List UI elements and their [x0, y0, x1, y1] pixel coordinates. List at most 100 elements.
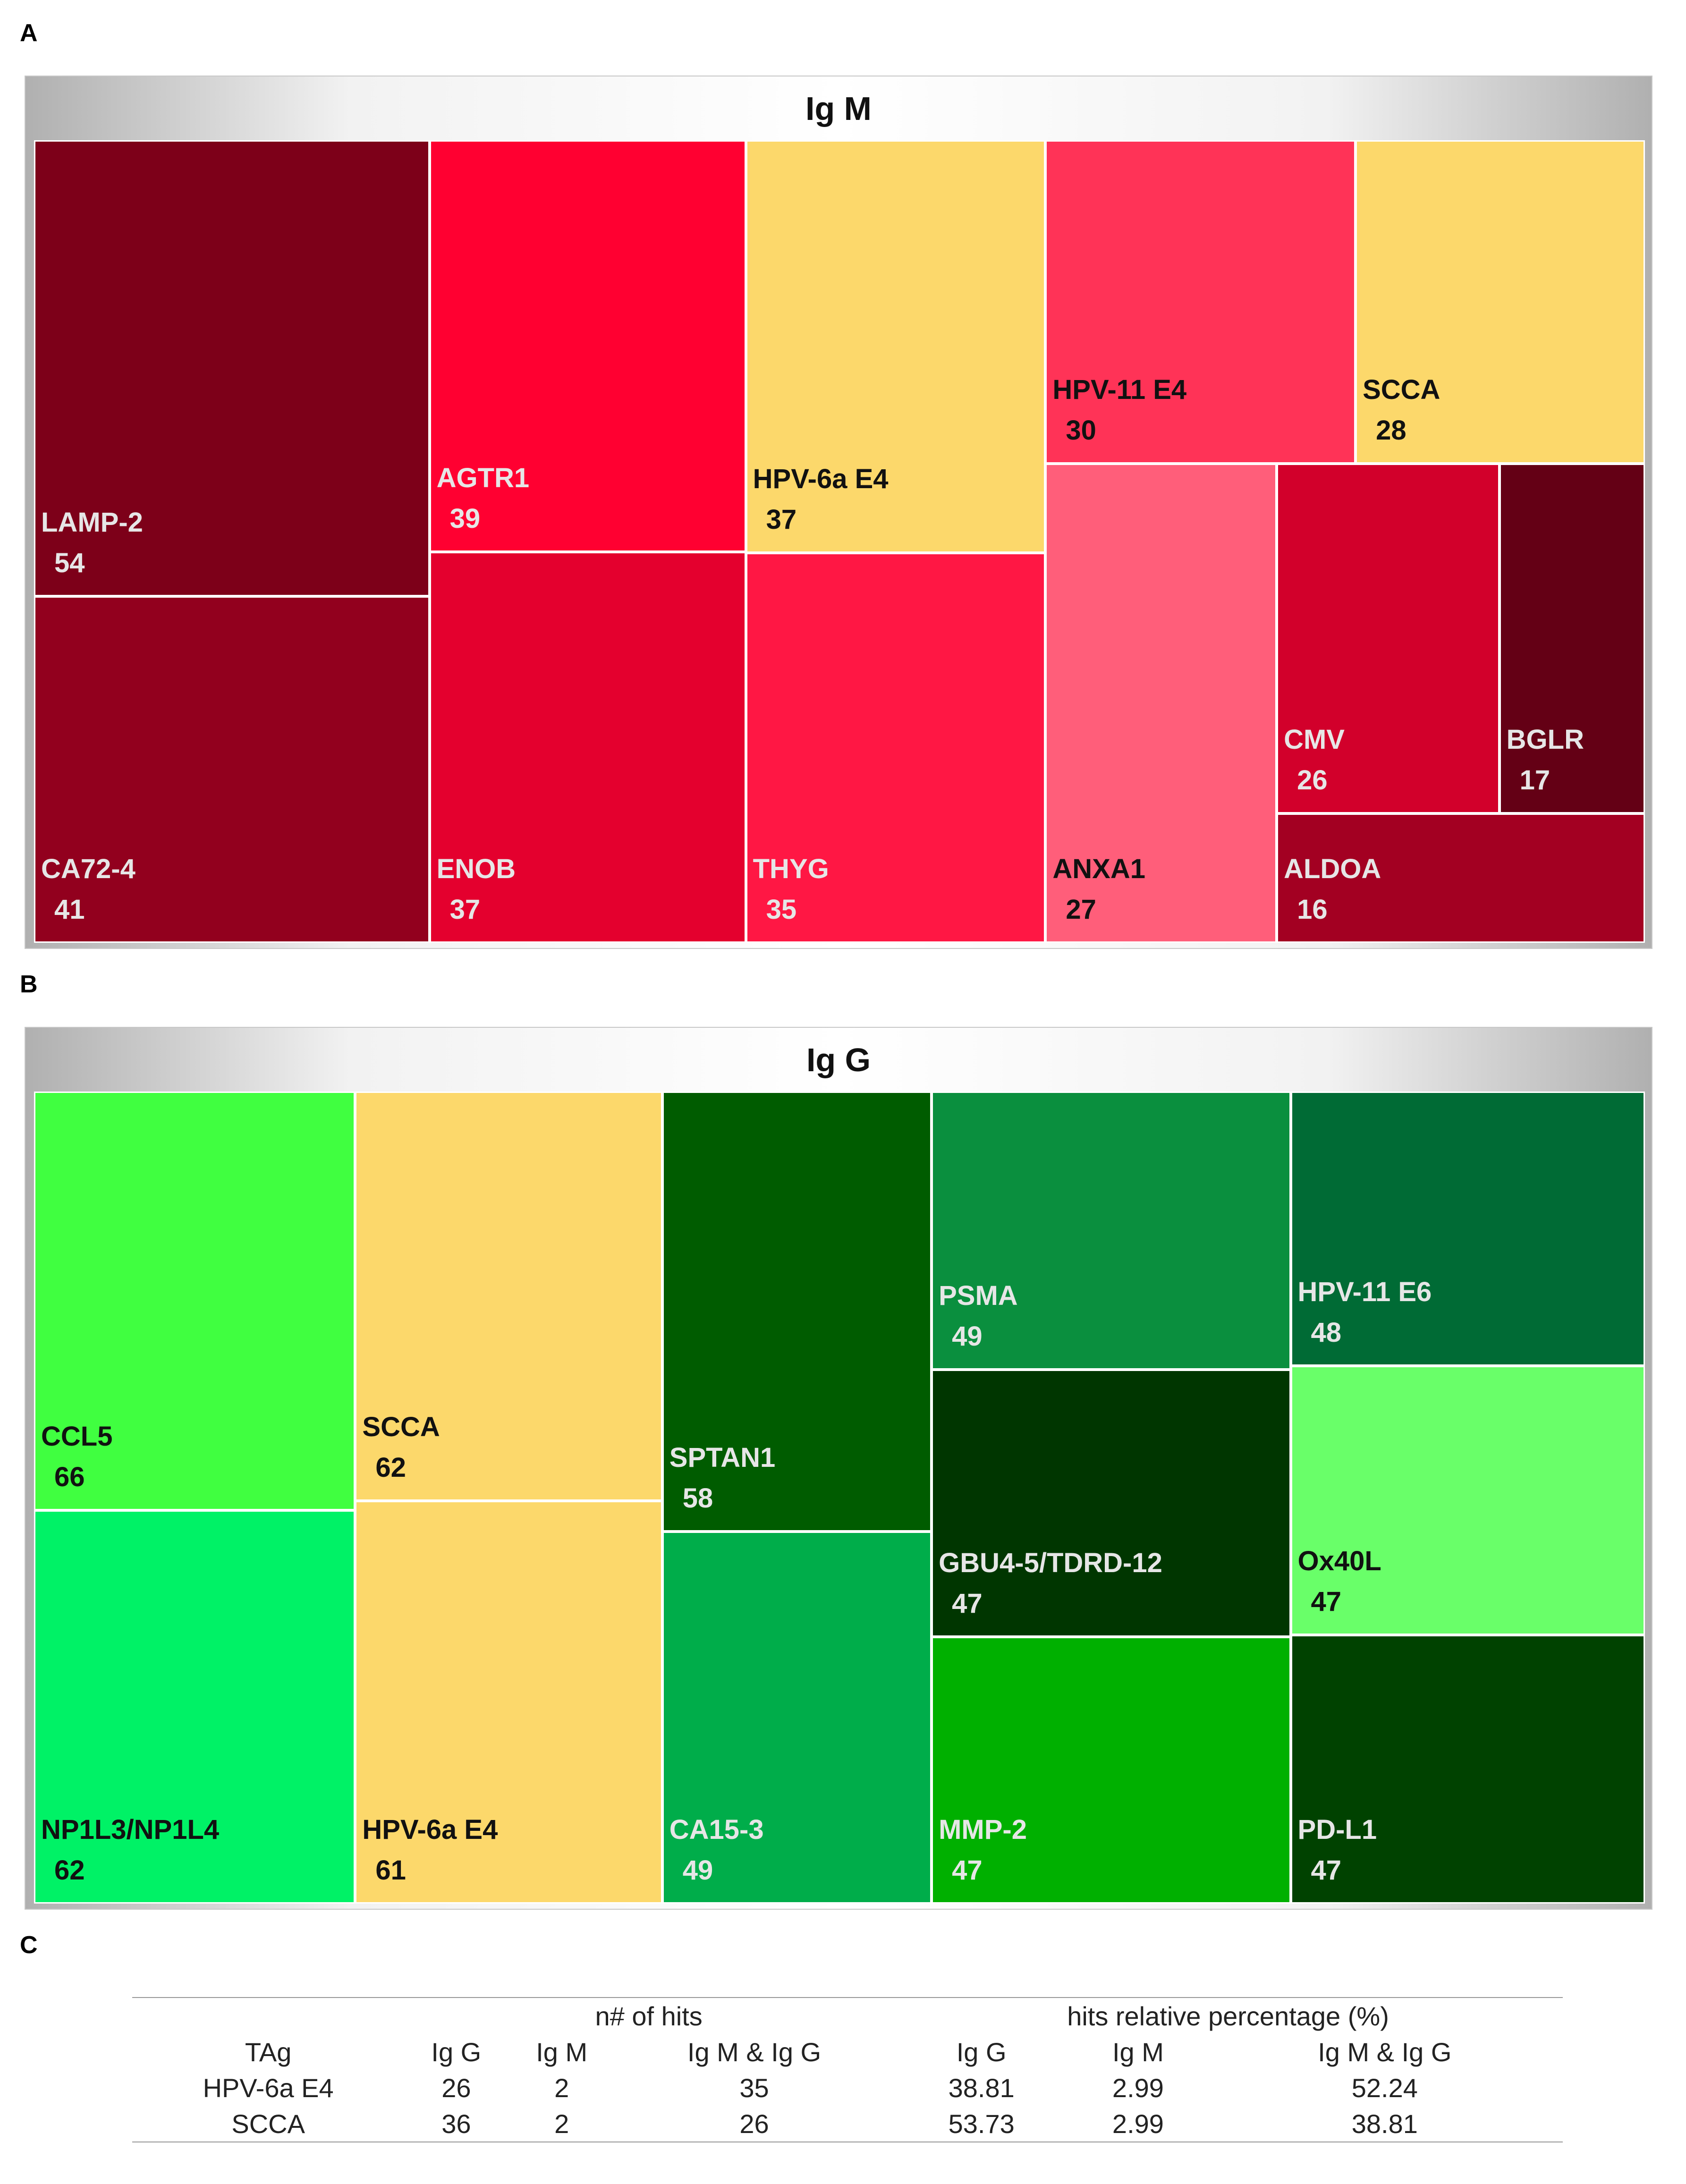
treemap-tile-agtr1: AGTR1 39 [429, 140, 746, 552]
treemap-tile-value: 47 [1311, 1854, 1342, 1886]
treemap-tile-value: 49 [682, 1854, 713, 1886]
treemap-tile-value: 61 [375, 1854, 406, 1886]
treemap-tile-bglr: BGLR 17 [1499, 463, 1645, 813]
treemap-tile-value: 27 [1066, 894, 1096, 925]
treemap-tile-label: AGTR1 [436, 463, 530, 494]
table-cell: 2 [554, 2073, 569, 2103]
treemap-tile-value: 66 [54, 1461, 85, 1492]
hits-summary-table: n# of hits hits relative percentage (%) … [132, 1997, 1563, 2142]
table-cell: 38.81 [1206, 2106, 1563, 2142]
table-group-header: n# of hits [404, 1997, 894, 2034]
treemap-tile-gbu4-5-tdrd-12: GBU4-5/TDRD-12 47 [932, 1370, 1291, 1637]
treemap-tile-hpv-11-e6: HPV-11 E6 48 [1290, 1092, 1645, 1366]
igm-treemap: LAMP-2 54 CA72-4 41 AGTR1 39 ENOB 37 HPV-6a E4 37… [34, 140, 1645, 943]
treemap-tile-label: NP1L3/NP1L4 [41, 1814, 220, 1845]
treemap-tile-ccl5: CCL5 66 [34, 1092, 356, 1510]
treemap-tile-value: 26 [1297, 764, 1328, 796]
igg-treemap-frame: Ig G CCL5 66 NP1L3/NP1L4 62 SCCA 62 HPV-6a E4 6… [25, 1027, 1652, 1910]
table-column-header: Ig G [431, 2037, 482, 2067]
treemap-tile-hpv-11-e4: HPV-11 E4 30 [1045, 140, 1356, 464]
treemap-tile-label: HPV-11 E4 [1052, 374, 1187, 405]
table-cell: 36 [404, 2106, 508, 2142]
table-column-header: Ig G [956, 2037, 1007, 2067]
treemap-tile-value: 62 [54, 1855, 85, 1886]
treemap-tile-mmp-2: MMP-2 47 [932, 1636, 1291, 1904]
panel-label-b: B [20, 971, 38, 998]
table-row: SCCA 36 2 26 53.73 2.99 38.81 [132, 2106, 1563, 2142]
treemap-tile-label: SPTAN1 [669, 1442, 776, 1473]
treemap-tile-value: 37 [766, 504, 797, 535]
treemap-tile-value: 54 [54, 548, 85, 579]
table-cell: 2.99 [1112, 2073, 1164, 2103]
table-spacer-cell [132, 1997, 405, 2034]
treemap-tile-psma: PSMA 49 [932, 1092, 1291, 1370]
treemap-tile-value: 47 [952, 1588, 983, 1619]
treemap-tile-value: 37 [449, 894, 481, 925]
treemap-tile-np1l3-np1l4: NP1L3/NP1L4 62 [34, 1510, 356, 1904]
treemap-tile-label: ENOB [436, 853, 516, 884]
treemap-tile-value: 39 [449, 503, 481, 534]
table-group-header-row: n# of hits hits relative percentage (%) [132, 1997, 1563, 2034]
treemap-tile-value: 41 [54, 894, 85, 925]
table-column-header: TAg [245, 2037, 292, 2067]
igg-treemap: CCL5 66 NP1L3/NP1L4 62 SCCA 62 HPV-6a E4 61 SPTA… [34, 1092, 1645, 1904]
treemap-tile-value: 28 [1376, 415, 1406, 446]
treemap-tile-label: CCL5 [41, 1421, 113, 1452]
treemap-tile-ca72-4: CA72-4 41 [34, 596, 430, 943]
treemap-tile-scca: SCCA 62 [355, 1092, 662, 1501]
treemap-tile-aldoa: ALDOA 16 [1277, 813, 1645, 943]
treemap-tile-label: PSMA [939, 1280, 1018, 1312]
table-column-header: Ig M [536, 2037, 588, 2067]
treemap-tile-label: CA72-4 [41, 853, 136, 884]
table-cell: 38.81 [948, 2073, 1015, 2103]
treemap-tile-ca15-3: CA15-3 49 [662, 1532, 932, 1904]
treemap-tile-value: 49 [952, 1321, 983, 1352]
table-cell: 35 [739, 2073, 769, 2103]
treemap-tile-value: 16 [1297, 894, 1328, 925]
treemap-tile-label: ANXA1 [1052, 853, 1146, 884]
treemap-tile-label: GBU4-5/TDRD-12 [939, 1547, 1162, 1578]
treemap-tile-label: HPV-11 E6 [1297, 1277, 1432, 1308]
treemap-tile-scca: SCCA 28 [1356, 140, 1645, 464]
treemap-tile-anxa1: ANXA1 27 [1045, 463, 1277, 943]
table-cell: 26 [615, 2106, 894, 2142]
igm-treemap-title: Ig M [805, 90, 872, 127]
treemap-tile-hpv-6a-e4: HPV-6a E4 61 [355, 1500, 662, 1904]
treemap-tile-value: 47 [952, 1854, 983, 1886]
treemap-tile-label: ALDOA [1284, 853, 1381, 884]
treemap-tile-ox40l: Ox40L 47 [1290, 1366, 1645, 1635]
treemap-tile-value: 58 [682, 1483, 713, 1514]
treemap-tile-sptan1: SPTAN1 58 [662, 1092, 932, 1532]
table-column-header: Ig M & Ig G [687, 2037, 822, 2067]
treemap-tile-value: 47 [1311, 1586, 1342, 1617]
treemap-tile-label: THYG [753, 853, 829, 884]
treemap-tile-enob: ENOB 37 [429, 552, 746, 943]
table-cell: 52.24 [1351, 2073, 1418, 2103]
treemap-tile-value: 17 [1519, 764, 1550, 796]
treemap-tile-value: 48 [1311, 1317, 1342, 1348]
treemap-tile-label: SCCA [362, 1411, 440, 1442]
treemap-tile-value: 35 [766, 894, 797, 925]
table-group-header: hits relative percentage (%) [893, 1997, 1563, 2034]
treemap-tile-label: Ox40L [1297, 1545, 1381, 1576]
treemap-tile-label: CA15-3 [669, 1814, 764, 1845]
table-cell: 2.99 [1069, 2106, 1207, 2142]
table-cell: 53.73 [893, 2106, 1070, 2142]
treemap-tile-label: HPV-6a E4 [362, 1814, 498, 1845]
treemap-tile-label: LAMP-2 [41, 507, 143, 538]
treemap-tile-label: HPV-6a E4 [753, 463, 889, 494]
treemap-tile-lamp-2: LAMP-2 54 [34, 140, 430, 597]
treemap-tile-hpv-6a-e4: HPV-6a E4 37 [746, 140, 1046, 553]
table-cell: 26 [441, 2073, 471, 2103]
treemap-tile-thyg: THYG 35 [746, 552, 1046, 943]
table-cell: SCCA [132, 2106, 405, 2142]
treemap-tile-pd-l1: PD-L1 47 [1290, 1634, 1645, 1904]
table-cell: HPV-6a E4 [203, 2073, 334, 2103]
igm-treemap-frame: Ig M LAMP-2 54 CA72-4 41 AGTR1 39 ENOB 37 HPV-6a… [25, 76, 1652, 949]
treemap-tile-cmv: CMV 26 [1277, 463, 1500, 813]
igg-treemap-title: Ig G [806, 1041, 871, 1078]
panel-label-c: C [20, 1931, 38, 1959]
treemap-tile-label: PD-L1 [1297, 1814, 1377, 1845]
table-row: HPV-6a E4 26 2 35 38.81 2.99 52.24 [132, 2070, 1563, 2106]
treemap-tile-label: BGLR [1506, 724, 1584, 755]
